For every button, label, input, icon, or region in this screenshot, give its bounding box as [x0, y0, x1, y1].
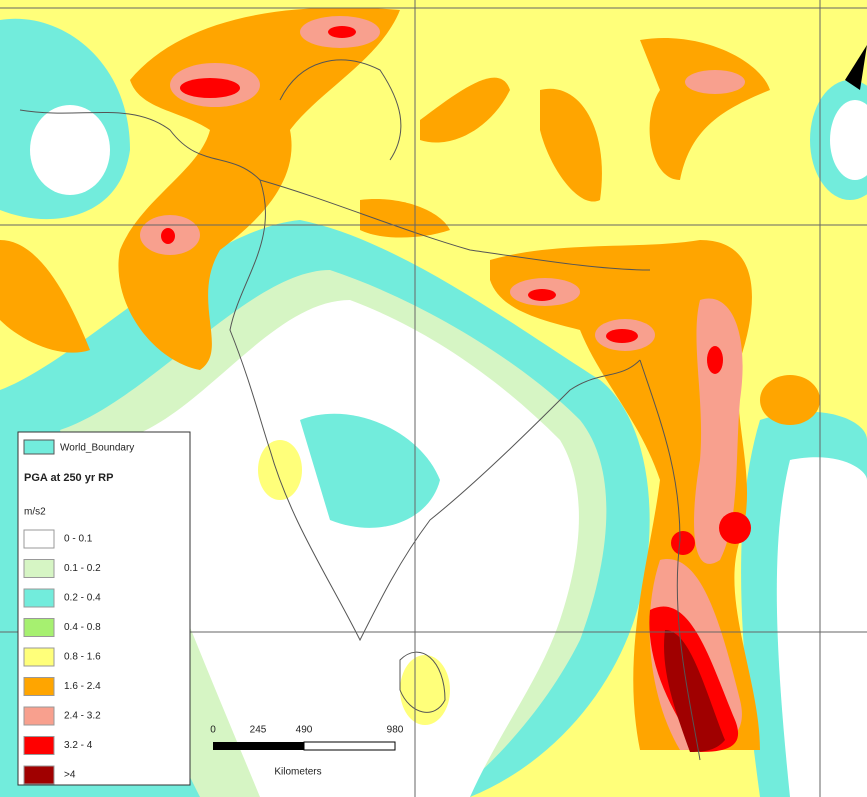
legend-swatch — [23, 736, 55, 755]
legend: World_Boundary PGA at 250 yr RP m/s2 0 -… — [17, 431, 191, 786]
hazard-zone — [707, 346, 723, 374]
hazard-zone — [685, 70, 745, 94]
hazard-zone — [258, 440, 302, 500]
scale-tick-label: 980 — [387, 725, 404, 736]
legend-label: 1.6 - 2.4 — [64, 681, 101, 692]
legend-label: 0.8 - 1.6 — [64, 652, 101, 663]
legend-swatch — [23, 677, 55, 696]
legend-label: 3.2 - 4 — [64, 740, 93, 751]
hazard-zone — [300, 413, 440, 528]
boundary-swatch — [23, 439, 55, 455]
hazard-zone — [640, 38, 770, 180]
scale-segment — [303, 741, 396, 751]
legend-label: 0 - 0.1 — [64, 534, 93, 545]
legend-label: >4 — [64, 770, 76, 781]
legend-unit: m/s2 — [24, 507, 46, 518]
hazard-zone — [760, 375, 820, 425]
boundary-line — [639, 359, 701, 761]
hazard-zone — [180, 78, 240, 98]
hazard-zone — [161, 228, 175, 244]
legend-label: 0.4 - 0.8 — [64, 622, 101, 633]
hazard-zone — [776, 457, 867, 797]
hazard-zone — [540, 88, 602, 202]
hazard-zone — [420, 77, 510, 143]
hazard-zone — [664, 630, 725, 752]
scale-unit: Kilometers — [274, 767, 321, 778]
north-arrow — [845, 45, 867, 90]
legend-box — [17, 431, 191, 786]
hazard-zone — [528, 289, 556, 301]
legend-swatch — [23, 647, 55, 667]
scale-tick-label: 490 — [296, 725, 313, 736]
boundary-line — [19, 109, 641, 642]
hazard-zone — [120, 300, 579, 797]
boundary-line — [279, 59, 402, 161]
hazard-zone — [671, 531, 695, 555]
scale-segment — [213, 742, 304, 750]
legend-label: 2.4 - 3.2 — [64, 711, 101, 722]
legend-swatch — [23, 618, 55, 637]
country-boundaries — [19, 59, 701, 761]
legend-swatch — [23, 765, 55, 785]
hazard-zone — [400, 655, 450, 725]
legend-label: 0.2 - 0.4 — [64, 593, 101, 604]
hazard-zone — [30, 105, 110, 195]
legend-title: PGA at 250 yr RP — [24, 472, 113, 484]
boundary-line — [259, 179, 651, 271]
hazard-zone — [830, 100, 867, 180]
hazard-zone — [719, 512, 751, 544]
legend-swatch — [23, 706, 55, 726]
legend-swatch — [23, 559, 55, 578]
scale-tick-label: 0 — [210, 725, 216, 736]
legend-boundary: World_Boundary — [60, 443, 134, 454]
boundary-line — [399, 651, 446, 713]
hazard-zone — [0, 240, 90, 353]
hazard-zone — [328, 26, 356, 38]
scale-bar: Kilometers 0 245 490 980 — [210, 725, 404, 778]
hazard-zone — [694, 298, 743, 564]
scale-tick-label: 245 — [250, 725, 267, 736]
hazard-zone — [360, 199, 450, 238]
legend-swatch — [23, 588, 55, 608]
legend-swatch — [23, 529, 55, 549]
legend-label: 0.1 - 0.2 — [64, 563, 101, 574]
hazard-zone — [606, 329, 638, 343]
